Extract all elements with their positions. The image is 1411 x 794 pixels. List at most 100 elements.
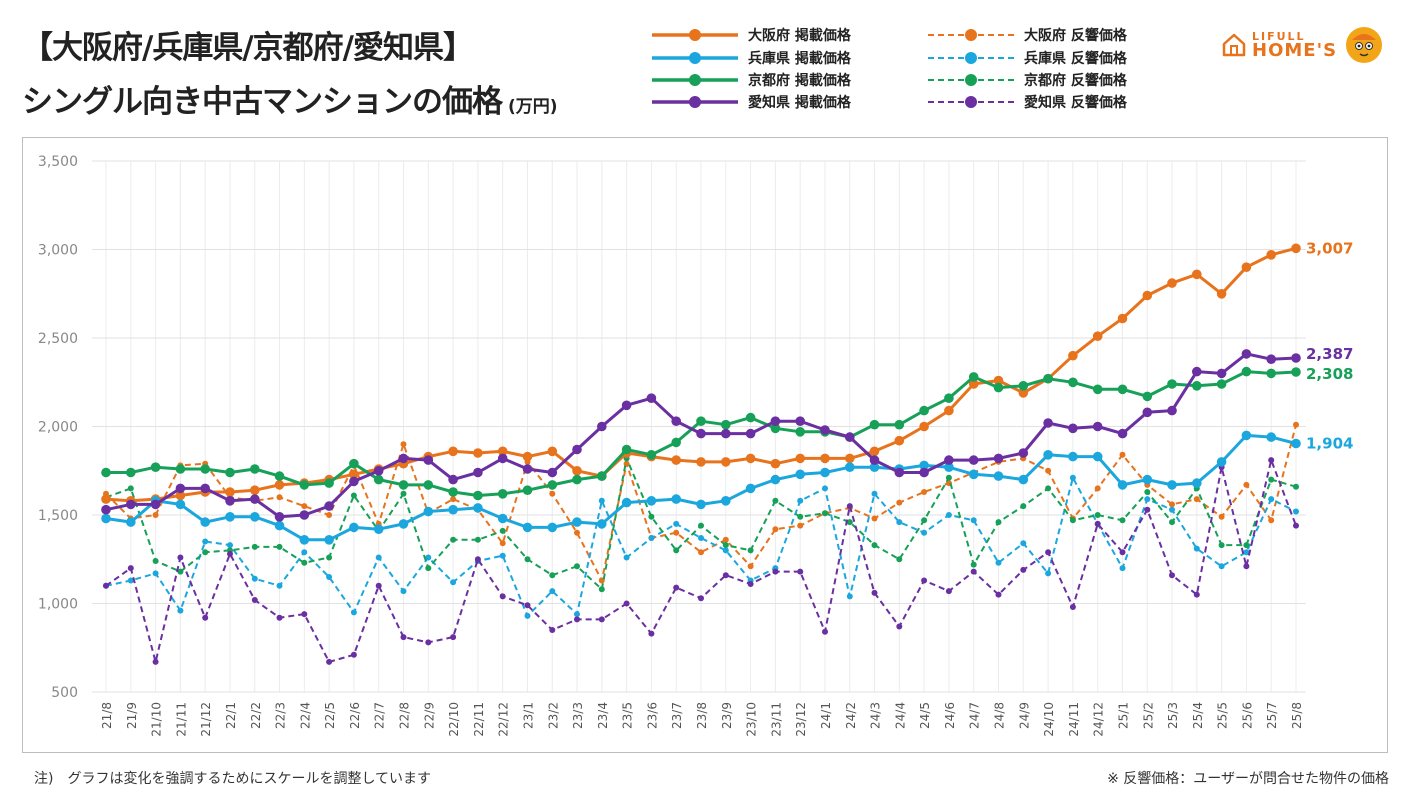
data-point <box>1068 377 1078 388</box>
data-point <box>227 550 233 557</box>
data-point <box>1193 496 1200 503</box>
data-point <box>324 478 334 488</box>
x-tick-label: 22/4 <box>298 702 312 729</box>
data-point <box>524 612 531 619</box>
data-point <box>1069 517 1076 524</box>
data-point <box>497 489 508 499</box>
x-tick-label: 24/10 <box>1042 702 1056 737</box>
legend-item-kyoto-inquiry: 京都府 反響価格 <box>926 70 1127 90</box>
data-point <box>621 497 632 508</box>
data-point <box>202 549 209 556</box>
data-point <box>896 519 903 526</box>
data-point <box>1293 508 1299 515</box>
data-point <box>574 616 580 623</box>
data-point <box>747 581 754 587</box>
data-point <box>921 489 928 495</box>
mascot-icon <box>1346 27 1383 63</box>
x-tick-label: 25/4 <box>1191 702 1205 729</box>
data-point <box>770 458 781 469</box>
data-point <box>871 542 878 549</box>
data-point <box>894 467 905 478</box>
data-point <box>126 499 136 510</box>
data-point <box>400 588 407 595</box>
data-point <box>1216 379 1227 389</box>
data-point <box>1142 391 1153 402</box>
data-point <box>671 416 681 427</box>
data-point <box>722 572 729 579</box>
data-point <box>770 416 781 427</box>
data-point <box>1142 407 1153 418</box>
data-point <box>623 460 630 467</box>
data-point <box>1216 457 1227 467</box>
data-point <box>1241 262 1252 273</box>
data-point <box>1216 368 1227 379</box>
chart-title-text: シングル向き中古マンションの価格 <box>22 84 503 120</box>
data-point <box>698 549 704 556</box>
data-point <box>721 419 731 430</box>
data-point <box>1045 467 1052 474</box>
data-point <box>250 494 260 504</box>
data-point <box>324 535 334 545</box>
legend-item-kyoto-listing: 京都府 掲載価格 <box>650 70 851 90</box>
data-point <box>597 471 607 481</box>
data-point <box>349 476 359 487</box>
end-value-label: 2,387 <box>1306 345 1353 363</box>
x-tick-label: 24/5 <box>918 702 932 729</box>
data-point <box>722 547 729 554</box>
data-point <box>1117 428 1128 439</box>
data-point <box>1291 367 1301 377</box>
x-tick-label: 25/1 <box>1116 702 1130 729</box>
data-point <box>1266 368 1276 379</box>
x-tick-label: 23/11 <box>769 702 783 737</box>
y-tick-label: 3,500 <box>38 154 78 170</box>
end-value-label: 1,904 <box>1306 434 1353 452</box>
x-tick-label: 23/6 <box>645 702 659 729</box>
data-point <box>797 513 804 520</box>
legend-label: 愛知県 掲載価格 <box>748 95 851 111</box>
data-point <box>126 467 136 478</box>
data-point <box>549 572 556 579</box>
data-point <box>497 453 508 464</box>
data-point <box>598 497 605 504</box>
data-point <box>349 458 359 469</box>
x-tick-label: 25/6 <box>1240 702 1254 729</box>
data-point <box>970 561 977 568</box>
data-point <box>175 499 186 510</box>
data-point <box>1094 520 1101 527</box>
data-point <box>522 451 533 462</box>
x-tick-label: 24/7 <box>968 702 982 729</box>
data-point <box>919 460 929 471</box>
data-point <box>150 462 161 473</box>
data-point <box>1043 418 1053 428</box>
data-point <box>747 563 754 570</box>
data-point <box>1266 354 1276 365</box>
x-tick-label: 25/8 <box>1290 702 1304 729</box>
data-point <box>698 522 704 529</box>
data-point <box>175 483 186 494</box>
data-point <box>845 462 855 473</box>
data-point <box>326 554 333 561</box>
data-point <box>869 419 880 430</box>
data-point <box>1167 379 1177 389</box>
data-point <box>1192 381 1202 391</box>
data-point <box>127 485 134 492</box>
data-point <box>646 450 657 460</box>
data-point <box>547 522 558 533</box>
end-value-label: 2,308 <box>1306 365 1353 383</box>
x-tick-label: 24/6 <box>943 702 957 729</box>
data-point <box>869 455 880 465</box>
data-point <box>473 503 483 513</box>
data-point <box>721 428 731 439</box>
data-point <box>673 529 680 536</box>
data-point <box>919 405 929 416</box>
data-point <box>398 453 409 464</box>
data-point <box>152 570 159 577</box>
data-point <box>871 589 878 596</box>
data-point <box>301 611 308 618</box>
data-point <box>646 393 657 404</box>
x-tick-label: 22/5 <box>323 702 337 729</box>
data-point <box>745 428 756 439</box>
data-point <box>349 522 359 533</box>
legend-swatch-hyogo-listing <box>652 52 738 64</box>
x-tick-label: 24/4 <box>893 702 907 729</box>
